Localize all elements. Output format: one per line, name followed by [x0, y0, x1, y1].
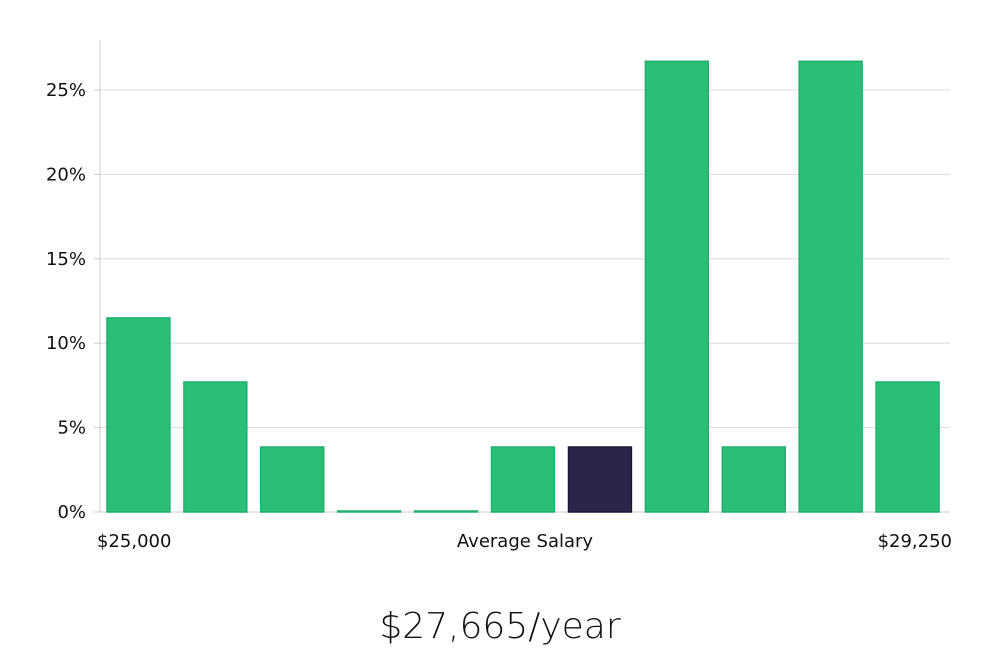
bar: [721, 446, 786, 513]
x-axis-label: Average Salary: [457, 531, 594, 552]
bar: [106, 317, 171, 513]
x-max-label: $29,250: [878, 531, 952, 552]
y-axis-ticks: 0% 5% 10% 15% 20% 25%: [46, 80, 100, 523]
bar: [183, 381, 248, 513]
y-tick-label: 15%: [46, 249, 86, 270]
bar-highlighted: [567, 446, 633, 513]
y-tick-label: 10%: [46, 333, 86, 354]
y-tick-label: 5%: [57, 418, 86, 439]
bar: [644, 60, 710, 513]
bar: [875, 381, 940, 513]
bar: [260, 446, 325, 513]
salary-histogram: 0%5%10%15%20%25% $25,000 Average Salary …: [46, 40, 952, 552]
x-min-label: $25,000: [97, 531, 171, 552]
y-tick-label: 0%: [57, 502, 86, 523]
bar: [490, 446, 556, 513]
bar: [413, 510, 479, 513]
y-tick-label: 20%: [46, 164, 86, 185]
bar: [336, 510, 402, 513]
bar: [798, 60, 863, 513]
average-salary-value: $27,665/year: [379, 606, 621, 647]
y-tick-label: 25%: [46, 80, 86, 101]
bars: [106, 60, 940, 513]
